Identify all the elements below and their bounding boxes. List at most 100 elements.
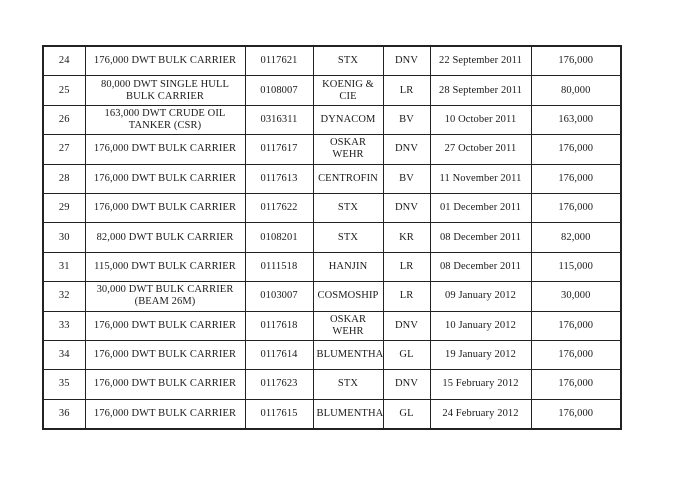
cell-no: 26: [42, 104, 86, 136]
cell-no: 34: [42, 339, 86, 371]
table-row: 29 176,000 DWT BULK CARRIER 0117622 STX DNV 0…: [42, 192, 622, 224]
cell-hull-no: 0117613: [244, 163, 314, 194]
cell-date: 24 February 2012: [429, 398, 532, 430]
cell-class: DNV: [382, 369, 431, 400]
cell-no: 31: [42, 251, 86, 283]
cell-no: 25: [42, 75, 86, 106]
cell-owner: STX: [312, 369, 384, 400]
table-row: 31 115,000 DWT BULK CARRIER 0111518 HANJIN L…: [42, 251, 622, 283]
cell-date: 15 February 2012: [429, 369, 532, 400]
cell-class: DNV: [382, 192, 431, 224]
cell-class: DNV: [382, 134, 431, 165]
cell-class: GL: [382, 339, 431, 371]
cell-class: BV: [382, 163, 431, 194]
cell-hull-no: 0117618: [244, 310, 314, 341]
cell-owner: COSMOSHIP: [312, 281, 384, 312]
table-row: 30 82,000 DWT BULK CARRIER 0108201 STX KR 08 …: [42, 222, 622, 253]
cell-description: 176,000 DWT BULK CARRIER: [84, 134, 246, 165]
cell-date: 08 December 2011: [429, 222, 532, 253]
cell-owner: DYNACOM: [312, 104, 384, 136]
cell-dwt: 176,000: [530, 310, 622, 341]
cell-no: 29: [42, 192, 86, 224]
cell-hull-no: 0117614: [244, 339, 314, 371]
cell-hull-no: 0117617: [244, 134, 314, 165]
cell-dwt: 176,000: [530, 134, 622, 165]
cell-description: 176,000 DWT BULK CARRIER: [84, 163, 246, 194]
cell-hull-no: 0117621: [244, 45, 314, 77]
vessel-table-grid: 24 176,000 DWT BULK CARRIER 0117621 STX DNV 2…: [42, 45, 622, 431]
cell-description: 176,000 DWT BULK CARRIER: [84, 369, 246, 400]
cell-no: 24: [42, 45, 86, 77]
cell-hull-no: 0117622: [244, 192, 314, 224]
cell-no: 35: [42, 369, 86, 400]
cell-owner: HANJIN: [312, 251, 384, 283]
table-row: 33 176,000 DWT BULK CARRIER 0117618 OSKAR W…: [42, 310, 622, 341]
cell-date: 22 September 2011: [429, 45, 532, 77]
cell-class: BV: [382, 104, 431, 136]
table-body: 24 176,000 DWT BULK CARRIER 0117621 STX DNV 2…: [42, 45, 622, 430]
cell-description: 82,000 DWT BULK CARRIER: [84, 222, 246, 253]
cell-description: 163,000 DWT CRUDE OIL TANKER (CSR): [84, 104, 246, 136]
cell-dwt: 82,000: [530, 222, 622, 253]
cell-dwt: 176,000: [530, 163, 622, 194]
cell-dwt: 30,000: [530, 281, 622, 312]
cell-description: 176,000 DWT BULK CARRIER: [84, 339, 246, 371]
cell-class: DNV: [382, 45, 431, 77]
table-row: 36 176,000 DWT BULK CARRIER 0117615 BLUMENT…: [42, 398, 622, 430]
cell-owner: STX: [312, 192, 384, 224]
cell-dwt: 80,000: [530, 75, 622, 106]
cell-class: LR: [382, 75, 431, 106]
cell-owner: OSKAR WEHR: [312, 310, 384, 341]
vessel-table: 24 176,000 DWT BULK CARRIER 0117621 STX DNV 2…: [42, 45, 622, 431]
cell-description: 115,000 DWT BULK CARRIER: [84, 251, 246, 283]
cell-date: 11 November 2011: [429, 163, 532, 194]
cell-hull-no: 0108201: [244, 222, 314, 253]
cell-class: DNV: [382, 310, 431, 341]
cell-date: 27 October 2011: [429, 134, 532, 165]
cell-date: 01 December 2011: [429, 192, 532, 224]
cell-owner: BLUMENTHAL: [312, 339, 384, 371]
cell-hull-no: 0111518: [244, 251, 314, 283]
table-row: 32 30,000 DWT BULK CARRIER (BEAM 26M) 0103…: [42, 281, 622, 312]
cell-owner: CENTROFIN: [312, 163, 384, 194]
cell-description: 80,000 DWT SINGLE HULL BULK CARRIER: [84, 75, 246, 106]
table-row: 24 176,000 DWT BULK CARRIER 0117621 STX DNV 2…: [42, 45, 622, 77]
cell-date: 08 December 2011: [429, 251, 532, 283]
table-row: 25 80,000 DWT SINGLE HULL BULK CARRIER 010…: [42, 75, 622, 106]
table-row: 35 176,000 DWT BULK CARRIER 0117623 STX DNV 1…: [42, 369, 622, 400]
cell-date: 10 January 2012: [429, 310, 532, 341]
table-row: 26 163,000 DWT CRUDE OIL TANKER (CSR) 0316…: [42, 104, 622, 136]
cell-owner: OSKAR WEHR: [312, 134, 384, 165]
cell-dwt: 176,000: [530, 45, 622, 77]
cell-dwt: 176,000: [530, 192, 622, 224]
cell-hull-no: 0108007: [244, 75, 314, 106]
cell-dwt: 176,000: [530, 369, 622, 400]
table-row: 34 176,000 DWT BULK CARRIER 0117614 BLUMENT…: [42, 339, 622, 371]
cell-no: 33: [42, 310, 86, 341]
cell-dwt: 163,000: [530, 104, 622, 136]
cell-date: 10 October 2011: [429, 104, 532, 136]
cell-description: 176,000 DWT BULK CARRIER: [84, 192, 246, 224]
cell-class: GL: [382, 398, 431, 430]
cell-hull-no: 0117623: [244, 369, 314, 400]
cell-class: LR: [382, 281, 431, 312]
cell-hull-no: 0103007: [244, 281, 314, 312]
table-row: 28 176,000 DWT BULK CARRIER 0117613 CENTROF…: [42, 163, 622, 194]
cell-description: 30,000 DWT BULK CARRIER (BEAM 26M): [84, 281, 246, 312]
cell-dwt: 176,000: [530, 398, 622, 430]
cell-date: 28 September 2011: [429, 75, 532, 106]
table-row: 27 176,000 DWT BULK CARRIER 0117617 OSKAR W…: [42, 134, 622, 165]
cell-owner: KOENIG & CIE: [312, 75, 384, 106]
cell-dwt: 176,000: [530, 339, 622, 371]
cell-date: 19 January 2012: [429, 339, 532, 371]
cell-dwt: 115,000: [530, 251, 622, 283]
cell-no: 30: [42, 222, 86, 253]
cell-owner: STX: [312, 45, 384, 77]
cell-no: 28: [42, 163, 86, 194]
cell-no: 32: [42, 281, 86, 312]
cell-class: LR: [382, 251, 431, 283]
cell-description: 176,000 DWT BULK CARRIER: [84, 45, 246, 77]
cell-hull-no: 0117615: [244, 398, 314, 430]
cell-no: 27: [42, 134, 86, 165]
